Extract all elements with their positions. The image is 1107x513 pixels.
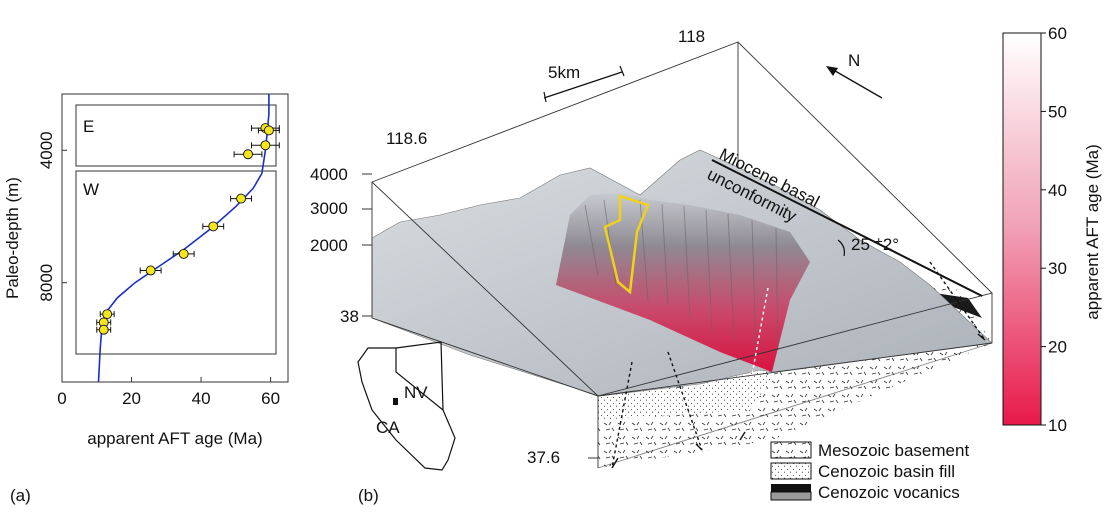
legend: Mesozoic basement Cenozoic basin fill Ce… — [770, 441, 969, 502]
colorbar-tick-label: 30 — [1048, 259, 1067, 278]
location-inset-map: NV CA — [357, 341, 456, 471]
y-ticks: 4000 8000 — [37, 131, 67, 302]
colorbar-gradient — [1002, 32, 1042, 426]
group-box-w — [75, 170, 277, 355]
basin-fill-section — [598, 370, 772, 420]
y-tick-label: 4000 — [37, 131, 56, 169]
data-point — [250, 140, 280, 151]
x-axis-label: apparent AFT age (Ma) — [87, 429, 262, 448]
panel-label-a: (a) — [10, 486, 31, 505]
depth-tick-4000: 4000 — [310, 165, 348, 184]
x-tick-label: 20 — [122, 389, 141, 408]
inset-label-ca: CA — [376, 418, 400, 437]
panel-a-plot: E W 0 20 40 60 4000 8000 apparent AFT age (M… — [3, 93, 289, 505]
data-point-marker — [102, 309, 113, 320]
ridge-age-surface — [556, 192, 810, 372]
colorbar-tick-label: 60 — [1048, 24, 1067, 43]
colorbar-tick-label: 20 — [1048, 338, 1067, 357]
panel-label-b: (b) — [358, 486, 379, 505]
data-point-marker — [236, 193, 247, 204]
data-point-marker — [263, 125, 274, 136]
block-frame — [371, 41, 993, 469]
colorbar-tick-label: 10 — [1048, 416, 1067, 435]
data-point-marker — [243, 149, 253, 160]
depth-tick-2000: 2000 — [310, 236, 348, 255]
north-arrow-shaft — [829, 67, 883, 99]
north-arrow-icon — [826, 66, 838, 76]
x-tick-label: 40 — [192, 389, 211, 408]
data-point-marker — [208, 221, 219, 232]
coordinate-ticks — [362, 173, 598, 459]
dip-angle-value: 25 +2° — [851, 233, 899, 254]
data-point — [202, 221, 225, 232]
data-point-marker — [98, 324, 109, 335]
legend-swatch-volcanics — [771, 484, 811, 492]
panel-b-block-diagram: Miocene basal unconformity 25 +2° 5km N … — [310, 24, 1102, 505]
study-area-marker — [393, 398, 398, 405]
colorbar-tick-label: 50 — [1048, 102, 1067, 121]
scale-bar-label: 5km — [548, 63, 580, 82]
legend-label-basin-fill: Cenozoic basin fill — [818, 462, 955, 481]
sampling-transect-outline — [603, 194, 650, 295]
colorbar-label: apparent AFT age (Ma) — [1083, 144, 1102, 319]
group-label-w: W — [83, 180, 99, 199]
colorbar-ticks: 60 50 40 30 20 10 — [1041, 24, 1067, 435]
plot-frame — [61, 93, 289, 383]
north-label: N — [848, 51, 860, 70]
data-point — [99, 309, 115, 320]
lon-label-118: 118 — [678, 27, 705, 46]
legend-swatch-basin-fill — [770, 462, 812, 480]
faults — [611, 261, 986, 469]
data-point — [233, 149, 263, 160]
y-tick-label: 8000 — [37, 264, 56, 302]
data-point — [96, 317, 112, 328]
ridge-gullies — [584, 199, 779, 351]
lon-label-118-6: 118.6 — [386, 129, 427, 148]
model-curve — [97, 94, 270, 383]
colorbar-tick-label: 40 — [1048, 181, 1067, 200]
group-label-e: E — [83, 117, 94, 136]
lat-label-38: 38 — [340, 307, 359, 326]
data-point — [172, 248, 195, 259]
legend-swatch-basement — [770, 441, 812, 459]
data-point — [96, 324, 112, 335]
data-point-marker — [178, 248, 189, 259]
data-point — [230, 193, 252, 204]
x-tick-label: 60 — [261, 389, 280, 408]
scale-bar — [543, 65, 625, 103]
data-point-marker — [260, 140, 271, 151]
data-point — [257, 125, 280, 136]
data-point-marker — [145, 265, 156, 276]
colorbar: 60 50 40 30 20 10 apparent AFT age (Ma) — [1002, 24, 1102, 435]
legend-label-basement: Mesozoic basement — [818, 441, 969, 460]
data-points — [96, 123, 280, 335]
legend-swatch-volcanics-b — [770, 491, 812, 501]
inset-label-nv: NV — [404, 383, 428, 402]
x-tick-label: 0 — [57, 389, 66, 408]
data-point — [139, 265, 162, 276]
y-axis-label: Paleo-depth (m) — [3, 177, 22, 299]
x-ticks: 0 20 40 60 — [57, 377, 280, 408]
legend-label-volcanics: Cenozoic vocanics — [818, 483, 960, 502]
depth-tick-3000: 3000 — [310, 199, 348, 218]
lat-label-37-6: 37.6 — [527, 448, 560, 467]
unconformity-line — [711, 159, 983, 297]
group-box-e — [75, 104, 277, 167]
dip-angle-arc — [837, 239, 845, 257]
